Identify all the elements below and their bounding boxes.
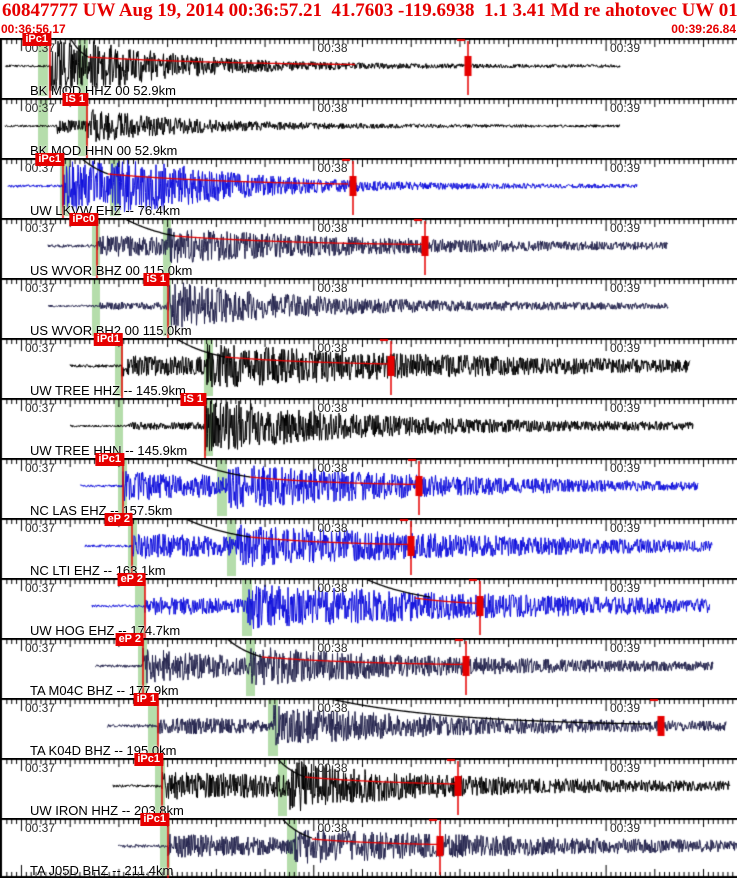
time-label-minute-3: 00:39 bbox=[610, 101, 641, 115]
time-label-minute-3: 00:39 bbox=[610, 281, 641, 295]
waveform-canvas[interactable] bbox=[0, 398, 737, 458]
station-label: BK MOD HHN 00 52.9km bbox=[30, 143, 178, 158]
phase-pick-label[interactable]: eP 2 bbox=[117, 573, 146, 586]
time-label-minute-2: 00:38 bbox=[317, 821, 348, 835]
time-label-minute-2: 00:38 bbox=[317, 401, 348, 415]
time-label-minute-3: 00:39 bbox=[610, 41, 641, 55]
time-label-minute-3: 00:39 bbox=[610, 821, 641, 835]
time-label-minute-3: 00:39 bbox=[610, 341, 641, 355]
trace-panel-nc-las-ehz[interactable]: 00:37 00:38 00:39 iPc1 NC LAS EHZ -- 157… bbox=[0, 453, 737, 518]
waveform-canvas[interactable] bbox=[0, 278, 737, 338]
event-title-bar: 60847777 UW Aug 19, 2014 00:36:57.21 41.… bbox=[0, 0, 737, 22]
trace-panel-uw-hog-ehz[interactable]: 00:37 00:38 00:39 eP 2 UW HOG EHZ -- 174… bbox=[0, 573, 737, 638]
station-label: NC LTI EHZ -- 163.1km bbox=[30, 563, 166, 578]
time-window-bar: 00:36:56.17 00:39:26.84 bbox=[0, 22, 737, 38]
trace-panel-nc-lti-ehz[interactable]: 00:37 00:38 00:39 eP 2 NC LTI EHZ -- 163… bbox=[0, 513, 737, 578]
time-label-minute-1: 00:37 bbox=[25, 461, 56, 475]
phase-pick-label[interactable]: iPc0 bbox=[69, 213, 98, 226]
time-label-minute-2: 00:38 bbox=[317, 521, 348, 535]
station-label: UW HOG EHZ -- 174.7km bbox=[30, 623, 181, 638]
station-label: UW LKVW EHZ -- 76.4km bbox=[30, 203, 181, 218]
waveform-canvas[interactable] bbox=[0, 458, 737, 518]
phase-pick-label[interactable]: iPc1 bbox=[140, 813, 169, 826]
time-label-minute-2: 00:38 bbox=[317, 221, 348, 235]
time-label-minute-1: 00:37 bbox=[25, 521, 56, 535]
time-label-minute-1: 00:37 bbox=[25, 281, 56, 295]
station-label: BK MOD HHZ 00 52.9km bbox=[30, 83, 176, 98]
waveform-canvas[interactable] bbox=[0, 218, 737, 278]
phase-pick-label[interactable]: iPc1 bbox=[35, 153, 64, 166]
time-label-minute-1: 00:37 bbox=[25, 341, 56, 355]
station-label: TA J05D BHZ -- 211.4km bbox=[30, 863, 174, 878]
waveform-canvas[interactable] bbox=[0, 638, 737, 698]
trace-panel-uw-lkvw-ehz[interactable]: 00:37 00:38 00:39 iPc1 UW LKVW EHZ -- 76… bbox=[0, 153, 737, 218]
waveform-canvas[interactable] bbox=[0, 338, 737, 398]
phase-pick-label[interactable]: iPd1 bbox=[93, 333, 123, 346]
waveform-canvas[interactable] bbox=[0, 518, 737, 578]
window-start-time: 00:36:56.17 bbox=[1, 22, 66, 36]
station-label: UW TREE HHZ -- 145.9km bbox=[30, 383, 186, 398]
phase-pick-label[interactable]: eP 2 bbox=[115, 633, 144, 646]
window-end-time: 00:39:26.84 bbox=[671, 22, 736, 36]
waveform-canvas[interactable] bbox=[0, 818, 737, 878]
phase-pick-label[interactable]: eP 2 bbox=[104, 513, 133, 526]
waveform-canvas[interactable] bbox=[0, 698, 737, 758]
time-label-minute-2: 00:38 bbox=[317, 761, 348, 775]
time-label-minute-2: 00:38 bbox=[317, 641, 348, 655]
time-label-minute-1: 00:37 bbox=[25, 401, 56, 415]
waveform-canvas[interactable] bbox=[0, 158, 737, 218]
phase-pick-label[interactable]: iS 1 bbox=[180, 393, 206, 406]
phase-pick-label[interactable]: iPc1 bbox=[134, 753, 163, 766]
time-label-minute-3: 00:39 bbox=[610, 701, 641, 715]
time-label-minute-1: 00:37 bbox=[25, 641, 56, 655]
time-label-minute-3: 00:39 bbox=[610, 761, 641, 775]
time-label-minute-3: 00:39 bbox=[610, 461, 641, 475]
time-label-minute-3: 00:39 bbox=[610, 221, 641, 235]
time-label-minute-3: 00:39 bbox=[610, 401, 641, 415]
time-label-minute-1: 00:37 bbox=[25, 821, 56, 835]
time-label-minute-3: 00:39 bbox=[610, 641, 641, 655]
time-label-minute-2: 00:38 bbox=[317, 341, 348, 355]
time-label-minute-3: 00:39 bbox=[610, 521, 641, 535]
phase-pick-label[interactable]: iPc1 bbox=[95, 453, 124, 466]
phase-pick-label[interactable]: iP 1 bbox=[133, 693, 159, 706]
trace-panel-ta-j05d-bhz[interactable]: 00:37 00:38 00:39 iPc1 TA J05D BHZ -- 21… bbox=[0, 813, 737, 878]
trace-panel-uw-tree-hhz[interactable]: 00:37 00:38 00:39 iPd1 UW TREE HHZ -- 14… bbox=[0, 333, 737, 398]
phase-pick-label[interactable]: iPc1 bbox=[22, 33, 51, 46]
trace-panel-ta-k04d-bhz[interactable]: 00:37 00:38 00:39 iP 1 TA K04D BHZ -- 19… bbox=[0, 693, 737, 758]
time-label-minute-2: 00:38 bbox=[317, 161, 348, 175]
station-label: US WVOR BHZ 00 115.0km bbox=[30, 263, 193, 278]
trace-panel-uw-iron-hhz[interactable]: 00:37 00:38 00:39 iPc1 UW IRON HHZ -- 20… bbox=[0, 753, 737, 818]
time-label-minute-2: 00:38 bbox=[317, 581, 348, 595]
time-label-minute-1: 00:37 bbox=[25, 101, 56, 115]
trace-panel-uw-tree-hhn[interactable]: 00:37 00:38 00:39 iS 1 UW TREE HHN -- 14… bbox=[0, 393, 737, 458]
time-label-minute-3: 00:39 bbox=[610, 161, 641, 175]
trace-panel-bk-mod-hhn[interactable]: 00:37 00:38 00:39 iS 1 BK MOD HHN 00 52.… bbox=[0, 93, 737, 158]
phase-pick-label[interactable]: iS 1 bbox=[143, 273, 169, 286]
time-label-minute-1: 00:37 bbox=[25, 761, 56, 775]
time-label-minute-1: 00:37 bbox=[25, 701, 56, 715]
trace-panel-us-wvor-bhz[interactable]: 00:37 00:38 00:39 iPc0 US WVOR BHZ 00 11… bbox=[0, 213, 737, 278]
time-label-minute-2: 00:38 bbox=[317, 41, 348, 55]
waveform-canvas[interactable] bbox=[0, 38, 737, 98]
time-label-minute-1: 00:37 bbox=[25, 221, 56, 235]
time-label-minute-1: 00:37 bbox=[25, 581, 56, 595]
trace-panel-us-wvor-bh2[interactable]: 00:37 00:38 00:39 iS 1 US WVOR BH2 00 11… bbox=[0, 273, 737, 338]
trace-panel-bk-mod-hhz[interactable]: 00:37 00:38 00:39 iPc1 BK MOD HHZ 00 52.… bbox=[0, 33, 737, 98]
time-label-minute-2: 00:38 bbox=[317, 281, 348, 295]
time-label-minute-2: 00:38 bbox=[317, 101, 348, 115]
time-label-minute-3: 00:39 bbox=[610, 581, 641, 595]
phase-pick-label[interactable]: iS 1 bbox=[62, 93, 88, 106]
waveform-canvas[interactable] bbox=[0, 98, 737, 158]
time-label-minute-2: 00:38 bbox=[317, 461, 348, 475]
event-title: 60847777 UW Aug 19, 2014 00:36:57.21 41.… bbox=[2, 0, 737, 21]
station-label: NC LAS EHZ -- 157.5km bbox=[30, 503, 173, 518]
waveform-canvas[interactable] bbox=[0, 758, 737, 818]
trace-list: 00:37 00:38 00:39 iPc1 BK MOD HHZ 00 52.… bbox=[0, 33, 737, 878]
time-label-minute-2: 00:38 bbox=[317, 701, 348, 715]
waveform-canvas[interactable] bbox=[0, 578, 737, 638]
trace-panel-ta-m04c-bhz[interactable]: 00:37 00:38 00:39 eP 2 TA M04C BHZ -- 17… bbox=[0, 633, 737, 698]
